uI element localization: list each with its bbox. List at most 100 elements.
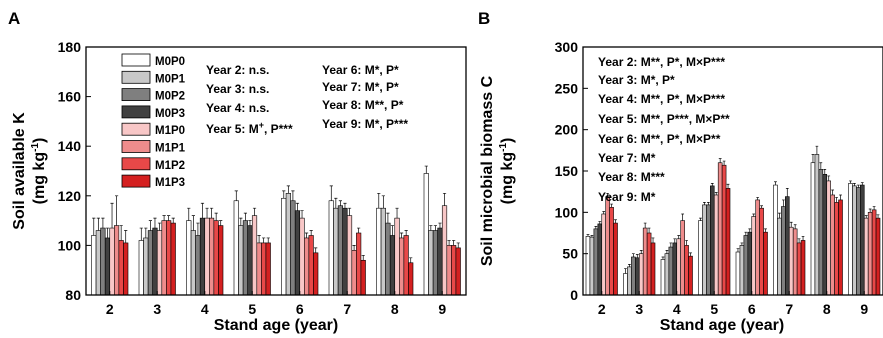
- errorbar-b-year9-m0p0: [849, 180, 852, 184]
- bar-a-year3-m0p3: [152, 227, 158, 296]
- errorbar-a-year5-m0p1: [239, 217, 243, 226]
- errorbar-a-year5-m1p0: [252, 207, 257, 216]
- legend-label-m1p0: M1P0: [155, 125, 185, 137]
- bar-b-year3-m0p3: [635, 257, 640, 296]
- bar-a-year2-m0p2: [100, 227, 106, 296]
- bar-b-year9-m1p1: [867, 212, 873, 296]
- panel-a-ylabel-line2: (mg kg-1): [30, 138, 48, 205]
- errorbar-a-year5-m0p3: [248, 220, 252, 226]
- errorbar-a-year7-m0p1: [334, 197, 338, 209]
- panel-a-annotation-year3: Year 3: n.s.: [206, 82, 269, 96]
- errorbar-a-year2-m0p0: [92, 217, 96, 236]
- bar-a-year8-m0p1: [380, 207, 386, 296]
- bar-a-year4-m1p2: [213, 220, 219, 296]
- xtick-label-a-5: 5: [248, 301, 256, 317]
- errorbar-a-year2-m1p3: [124, 230, 128, 243]
- errorbar-a-year4-m0p1: [191, 215, 195, 231]
- errorbar-a-year7-m0p0: [329, 185, 333, 201]
- panel-a: A 2 3 4 5 6 7 8 9 80 100 120 140 160 180 Soil availab…: [8, 9, 467, 334]
- bar-b-year4-m1p0: [676, 238, 681, 296]
- errorbar-b-year2-m1p0: [602, 211, 606, 214]
- errorbar-a-year7-m1p3: [361, 254, 365, 261]
- errorbar-a-year6-m0p0: [282, 190, 286, 199]
- errorbar-b-year7-m0p0: [774, 181, 777, 186]
- errorbar-b-year9-m1p0: [864, 215, 868, 219]
- errorbar-b-year3-m1p0: [639, 250, 643, 254]
- errorbar-b-year3-m0p3: [635, 254, 639, 258]
- bar-b-year5-m0p1: [702, 204, 707, 296]
- errorbar-a-year4-m0p3: [200, 202, 205, 219]
- errorbar-b-year5-m0p0: [699, 217, 702, 221]
- errorbar-a-year6-m1p3: [314, 247, 318, 253]
- bar-a-year6-m0p3: [294, 210, 301, 296]
- errorbar-a-year9-m0p2: [433, 225, 437, 231]
- bar-a-year3-m1p2: [166, 220, 172, 296]
- panel-b-annotations: Year 2: M**, P*, M×P*** Year 3: M*, P* Y…: [598, 55, 730, 204]
- panel-a-legend: M0P0 M0P1 M0P2 M0P3 M1P0 M1P1 M1P2 M1P3: [121, 53, 186, 189]
- xtick-label-a-2: 2: [106, 301, 114, 317]
- bar-a-year2-m1p0: [109, 227, 115, 296]
- legend-label-m0p3: M0P3: [155, 108, 185, 120]
- bar-b-year3-m0p1: [627, 266, 632, 296]
- bar-b-year2-m1p2: [609, 207, 614, 296]
- errorbar-a-year6-m1p1: [305, 232, 309, 238]
- errorbar-a-year9-m0p0: [424, 165, 428, 174]
- bar-a-year4-m0p2: [195, 235, 201, 296]
- bar-a-year6-m0p1: [285, 193, 291, 296]
- errorbar-b-year6-m1p1: [756, 197, 760, 200]
- bar-a-year9-m0p0: [423, 173, 429, 296]
- errorbar-b-year7-m0p2: [781, 199, 785, 207]
- bar-b-year7-m1p0: [788, 226, 794, 296]
- bar-a-year7-m1p1: [351, 250, 357, 296]
- errorbar-a-year8-m1p0: [395, 207, 399, 219]
- ytick-label-b-200: 200: [555, 122, 579, 138]
- errorbar-a-year4-m1p0: [205, 207, 209, 219]
- bar-b-year5-m1p0: [713, 194, 719, 296]
- errorbar-a-year3-m0p1: [144, 227, 148, 238]
- errorbar-a-year5-m1p2: [262, 237, 266, 243]
- bar-b-year8-m1p1: [830, 194, 835, 296]
- panel-a-axes: 2 3 4 5 6 7 8 9 80 100 120 140 160 180: [58, 39, 447, 317]
- legend-label-m0p2: M0P2: [155, 91, 185, 103]
- xtick-label-a-7: 7: [343, 301, 351, 317]
- xtick-label-b-9: 9: [860, 301, 868, 317]
- errorbar-b-year5-m1p0: [714, 192, 718, 195]
- errorbar-b-year6-m0p1: [740, 242, 744, 246]
- errorbar-b-year4-m0p3: [673, 238, 677, 243]
- panel-b-annotation-year7: Year 7: M*: [598, 151, 656, 165]
- panel-a-ylabel-line1: Soil available K: [11, 112, 28, 230]
- bar-b-year4-m1p2: [684, 245, 689, 296]
- errorbar-a-year2-m0p3: [105, 227, 110, 238]
- bar-b-year7-m1p2: [796, 242, 802, 296]
- bar-a-year3-m1p1: [161, 220, 167, 296]
- errorbar-b-year5-m0p3: [710, 183, 714, 186]
- errorbar-b-year8-m1p3: [839, 194, 842, 200]
- errorbar-a-year6-m1p0: [300, 210, 304, 219]
- errorbar-b-year8-m0p0: [811, 154, 815, 163]
- bar-a-year8-m1p2: [403, 235, 409, 296]
- errorbar-a-year2-m1p2: [119, 225, 123, 241]
- errorbar-b-year8-m1p2: [835, 197, 838, 203]
- bar-b-year7-m0p2: [781, 206, 786, 296]
- bar-a-year9-m0p3: [437, 227, 443, 296]
- bar-a-year2-m0p1: [95, 230, 101, 296]
- bar-b-year9-m0p3: [860, 184, 865, 296]
- bar-b-year4-m1p3: [688, 255, 693, 296]
- errorbar-a-year5-m1p1: [257, 235, 261, 243]
- errorbar-a-year7-m1p1: [352, 245, 356, 251]
- ytick-label-a-100: 100: [58, 237, 82, 253]
- bar-b-year3-m1p3: [650, 242, 656, 296]
- bar-b-year7-m0p3: [785, 196, 790, 296]
- errorbar-b-year9-m1p1: [868, 208, 872, 213]
- errorbar-b-year7-m1p2: [797, 238, 801, 243]
- errorbar-b-year5-m0p1: [703, 202, 706, 205]
- errorbar-a-year9-m1p3: [456, 242, 460, 248]
- bar-a-year9-m1p2: [451, 245, 457, 296]
- bar-b-year4-m0p0: [660, 259, 666, 296]
- errorbar-a-year2-m1p0: [110, 202, 114, 229]
- ytick-label-a-160: 160: [58, 89, 82, 105]
- errorbar-a-year2-m1p1: [115, 195, 119, 226]
- bar-b-year8-m0p0: [810, 162, 816, 296]
- errorbar-b-year2-m0p0: [586, 234, 590, 237]
- errorbar-b-year6-m1p0: [752, 213, 756, 217]
